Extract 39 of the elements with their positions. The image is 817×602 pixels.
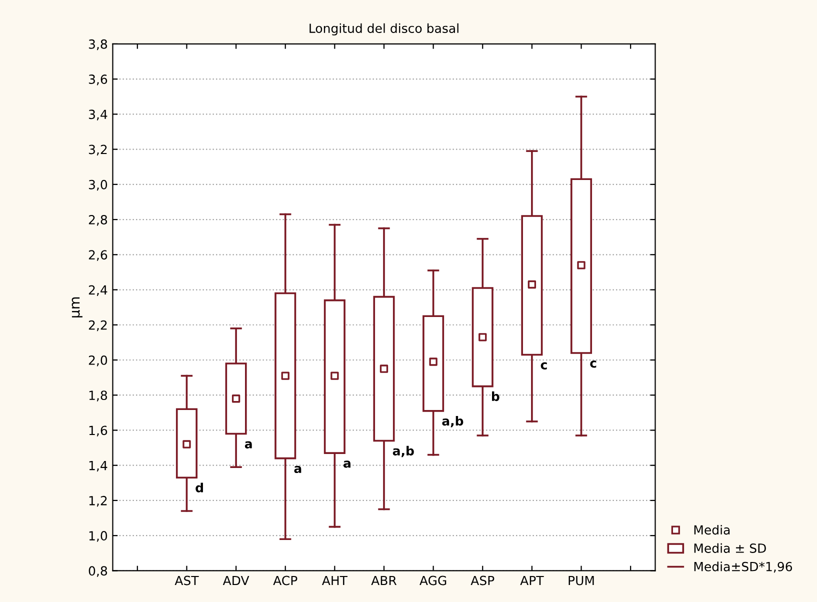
x-tick-label: ACP	[273, 576, 298, 586]
y-tick-label: 2,6	[88, 250, 108, 261]
annotation: a,b	[392, 446, 414, 458]
y-tick-label: 2,8	[88, 215, 108, 226]
legend-label: Media	[694, 524, 730, 535]
y-tick-label: 3,8	[88, 39, 108, 50]
y-tick-label: 1,8	[89, 390, 108, 402]
y-tick-label: 2,4	[88, 285, 108, 296]
y-tick-label: 3,4	[88, 110, 108, 120]
legend-label: Media ± SD	[694, 543, 766, 553]
y-tick-label: 1,0	[89, 531, 108, 542]
annotation: c	[590, 360, 596, 368]
y-tick-label: 3,0	[88, 180, 108, 191]
x-tick-label: ASP	[470, 576, 494, 586]
y-tick-label: 1,6	[89, 426, 108, 436]
y-tick-label: 1,4	[89, 460, 108, 472]
text: Media±SD*1,96	[694, 562, 792, 573]
x-tick-label: APT	[520, 576, 544, 586]
annotation: d	[196, 482, 203, 492]
y-tick-label: 2,0	[88, 355, 108, 366]
x-tick-label: PUM	[568, 576, 594, 586]
y-tick-label: 2,2	[88, 320, 107, 332]
annotation: a	[244, 441, 252, 448]
x-tick-label: AST	[174, 576, 199, 586]
chart-title: Longitud del disco basal	[310, 23, 458, 36]
y-tick-label: 0,8	[88, 566, 108, 577]
annotation: a,b	[442, 416, 464, 428]
y-axis-title: µm	[72, 297, 82, 318]
y-tick-label: 1,2	[89, 496, 107, 507]
y-tick-label: 3,6	[88, 74, 108, 86]
x-tick-label: AGG	[420, 576, 446, 586]
x-tick-label: ADV	[222, 576, 250, 586]
annotation: b	[492, 391, 500, 402]
annotation: c	[540, 362, 547, 370]
x-tick-label: AHT	[322, 576, 348, 586]
x-tick-label: ABR	[371, 576, 397, 586]
y-tick-label: 3,2	[88, 144, 107, 156]
annotation: a	[344, 460, 350, 468]
annotation: a	[294, 466, 302, 474]
